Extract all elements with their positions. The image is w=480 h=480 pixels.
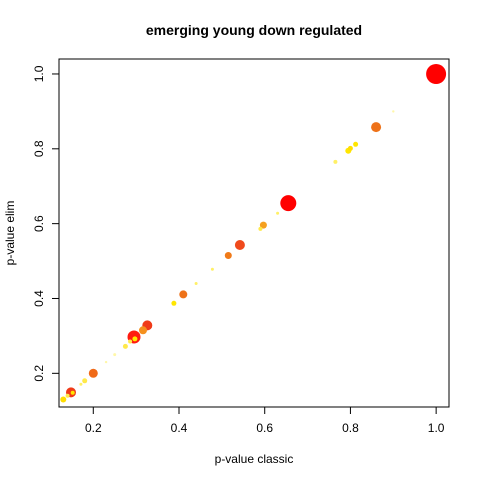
data-point-27 bbox=[333, 159, 338, 164]
data-point-20 bbox=[113, 353, 117, 357]
data-point-26 bbox=[276, 211, 280, 215]
data-point-1 bbox=[280, 195, 297, 212]
data-point-19 bbox=[128, 339, 133, 344]
y-tick-label: 0.8 bbox=[32, 140, 46, 157]
y-tick-label: 0.4 bbox=[32, 290, 46, 307]
data-point-10 bbox=[132, 336, 138, 342]
data-point-16 bbox=[82, 378, 88, 384]
data-point-5 bbox=[259, 221, 267, 229]
x-tick-label: 0.8 bbox=[342, 421, 359, 435]
data-point-4 bbox=[224, 252, 232, 259]
plot-frame bbox=[58, 58, 450, 408]
chart-title: emerging young down regulated bbox=[146, 22, 362, 38]
data-point-6 bbox=[179, 290, 188, 299]
data-point-23 bbox=[194, 282, 198, 285]
x-tick-label: 0.6 bbox=[256, 421, 273, 435]
data-point-2 bbox=[371, 122, 382, 133]
data-point-3 bbox=[234, 240, 245, 250]
y-tick-label: 1.0 bbox=[32, 65, 46, 82]
data-point-21 bbox=[104, 360, 108, 364]
data-point-18 bbox=[122, 343, 128, 349]
data-point-15 bbox=[65, 393, 70, 398]
data-point-29 bbox=[347, 145, 353, 151]
data-point-22 bbox=[171, 300, 177, 306]
points-layer bbox=[60, 64, 447, 403]
data-point-11 bbox=[88, 368, 98, 378]
x-tick-label: 0.4 bbox=[171, 421, 188, 435]
y-tick-label: 0.2 bbox=[32, 365, 46, 382]
data-point-24 bbox=[210, 267, 214, 271]
y-axis-label: p-value elim bbox=[3, 201, 17, 266]
data-point-30 bbox=[353, 141, 359, 147]
y-tick-label: 0.6 bbox=[32, 215, 46, 232]
data-point-13 bbox=[70, 390, 75, 395]
data-point-14 bbox=[60, 396, 67, 403]
data-point-0 bbox=[426, 64, 447, 84]
data-point-25 bbox=[258, 226, 263, 231]
x-tick-label: 0.2 bbox=[85, 421, 102, 435]
x-axis-label: p-value classic bbox=[215, 452, 294, 466]
data-point-31 bbox=[392, 110, 395, 113]
x-axis: 0.2 0.4 0.6 0.8 1.0 bbox=[85, 406, 445, 435]
data-point-8 bbox=[139, 326, 147, 335]
y-axis: 0.2 0.4 0.6 0.8 1.0 bbox=[32, 65, 60, 382]
x-tick-label: 1.0 bbox=[428, 421, 445, 435]
data-point-17 bbox=[79, 382, 83, 386]
